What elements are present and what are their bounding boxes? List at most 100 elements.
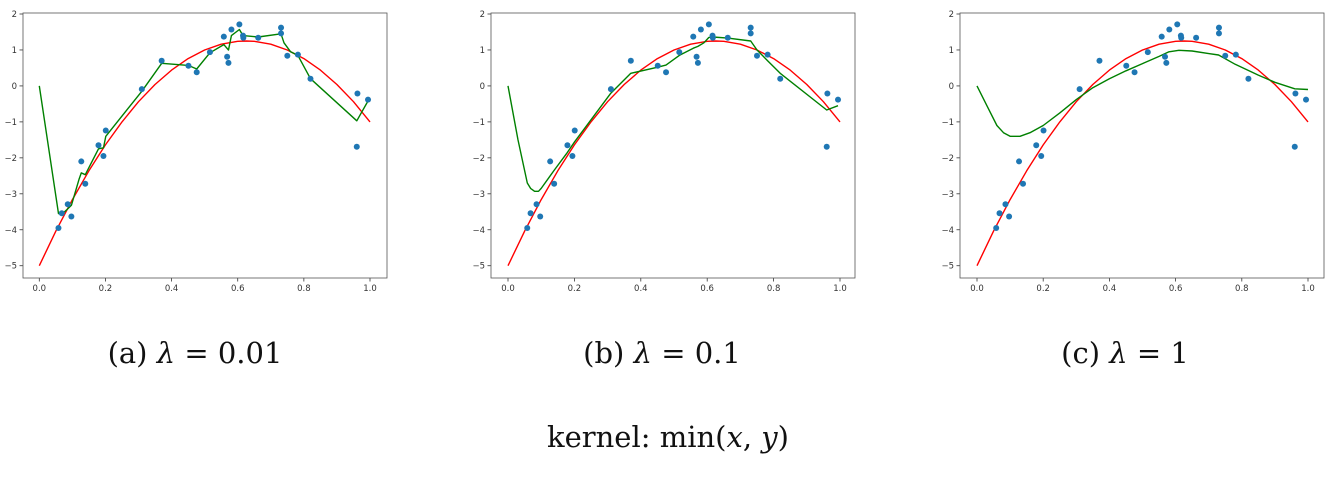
data-point (1016, 158, 1023, 165)
data-point (1291, 143, 1298, 150)
data-point (524, 224, 531, 231)
x-tick-label: 0.8 (767, 284, 781, 294)
fit-curve (38, 28, 369, 216)
data-point (607, 86, 614, 93)
y-tick-label: −4 (4, 226, 17, 236)
true-function-curve (507, 40, 841, 267)
data-point (365, 96, 372, 103)
y-tick-label: 2 (480, 10, 485, 20)
data-point (255, 34, 262, 41)
data-point (158, 57, 165, 64)
data-point (1033, 142, 1040, 149)
chart-b: 0.0 0.2 0.4 0.6 0.8 1.0 2 1 0 −1 −2 −3 −4 −5 (472, 10, 856, 294)
true-function-curve (976, 40, 1309, 267)
equals-sign: = (661, 336, 686, 370)
chart-c: 0.0 0.2 0.4 0.6 0.8 1.0 2 1 0 −1 −2 −3 −4 −5 (941, 10, 1325, 294)
chart-a: 0.0 0.2 0.4 0.6 0.8 1.0 2 1 0 −1 −2 −3 −4 −5 (4, 10, 388, 294)
data-point (1215, 30, 1222, 37)
y-tick-label: −3 (941, 190, 954, 200)
y-tick-label: −3 (4, 190, 17, 200)
lambda-symbol: λ (1109, 336, 1128, 370)
y-tick-label: −3 (472, 190, 485, 200)
x-tick-label: 0.2 (568, 284, 582, 294)
data-point (78, 158, 85, 165)
data-point (1245, 75, 1252, 82)
data-point (764, 51, 771, 58)
data-point (354, 90, 361, 97)
data-point (835, 96, 842, 103)
data-point (100, 153, 107, 160)
axes-frame (22, 12, 388, 279)
data-point (709, 34, 716, 41)
fit-curve (976, 49, 1309, 138)
data-point (1174, 21, 1181, 28)
data-point (1215, 24, 1222, 31)
caption-c: (c) λ = 1 (1061, 336, 1189, 370)
lambda-value: 1 (1170, 336, 1189, 370)
y-tick-label: −2 (4, 154, 17, 164)
data-point (697, 26, 704, 33)
y-tick-label: 1 (480, 46, 485, 56)
axes-frame (959, 12, 1325, 279)
lambda-symbol: λ (156, 336, 176, 370)
data-point (527, 210, 534, 217)
lambda-symbol: λ (633, 336, 652, 370)
caption-var-y: y (761, 420, 778, 454)
data-point (206, 49, 213, 56)
data-point (824, 90, 831, 97)
y-tick-label: −2 (472, 154, 485, 164)
y-tick-label: −1 (941, 118, 954, 128)
caption-a: (a) λ = 0.01 (108, 336, 283, 370)
x-tick-label: 1.0 (1301, 284, 1315, 294)
y-tick-label: −5 (4, 262, 17, 272)
data-point (694, 59, 701, 66)
lambda-value: 0.1 (694, 336, 741, 370)
data-point (1006, 213, 1013, 220)
x-tick-label: 0.6 (1169, 284, 1183, 294)
data-point (55, 224, 62, 231)
data-point (307, 75, 314, 82)
data-point (537, 213, 544, 220)
data-point (551, 180, 558, 187)
data-point (1076, 86, 1083, 93)
data-point (777, 75, 784, 82)
data-point (754, 52, 760, 59)
y-tick-label: 0 (480, 82, 485, 92)
y-tick-label: −1 (4, 118, 17, 128)
data-point (102, 127, 109, 134)
x-tick-label: 0.0 (970, 284, 984, 294)
x-tick-label: 1.0 (833, 284, 847, 294)
data-point (278, 30, 285, 37)
y-tick-label: −5 (941, 262, 954, 272)
data-point (1303, 96, 1310, 103)
caption-c-label: (c) (1061, 336, 1101, 370)
data-point (64, 201, 71, 208)
data-point (294, 51, 301, 58)
data-point (236, 21, 243, 28)
data-point (823, 143, 830, 150)
equals-sign: = (1136, 336, 1162, 370)
data-point (993, 224, 1000, 231)
data-point (705, 21, 712, 28)
data-point (1020, 180, 1027, 187)
subplot-a: 0.0 0.2 0.4 0.6 0.8 1.0 2 1 0 −1 −2 −3 −4 −5 (0, 0, 440, 310)
y-tick-label: −4 (941, 226, 954, 236)
data-point (284, 52, 291, 59)
data-point (1162, 53, 1169, 60)
data-point (996, 210, 1003, 217)
data-point (571, 127, 578, 134)
x-tick-label: 1.0 (363, 284, 377, 294)
data-point (724, 34, 731, 41)
data-point (1002, 201, 1009, 208)
data-point (138, 86, 145, 93)
y-tick-label: 1 (949, 46, 954, 56)
data-point (228, 26, 235, 33)
x-tick-label: 0.6 (700, 284, 714, 294)
caption-sep: , (742, 420, 762, 454)
x-tick-label: 0.6 (231, 284, 245, 294)
data-point (747, 24, 754, 31)
caption-a-label: (a) (107, 336, 148, 370)
caption-close: ) (777, 420, 789, 454)
data-point (58, 210, 65, 217)
data-point (353, 143, 360, 150)
